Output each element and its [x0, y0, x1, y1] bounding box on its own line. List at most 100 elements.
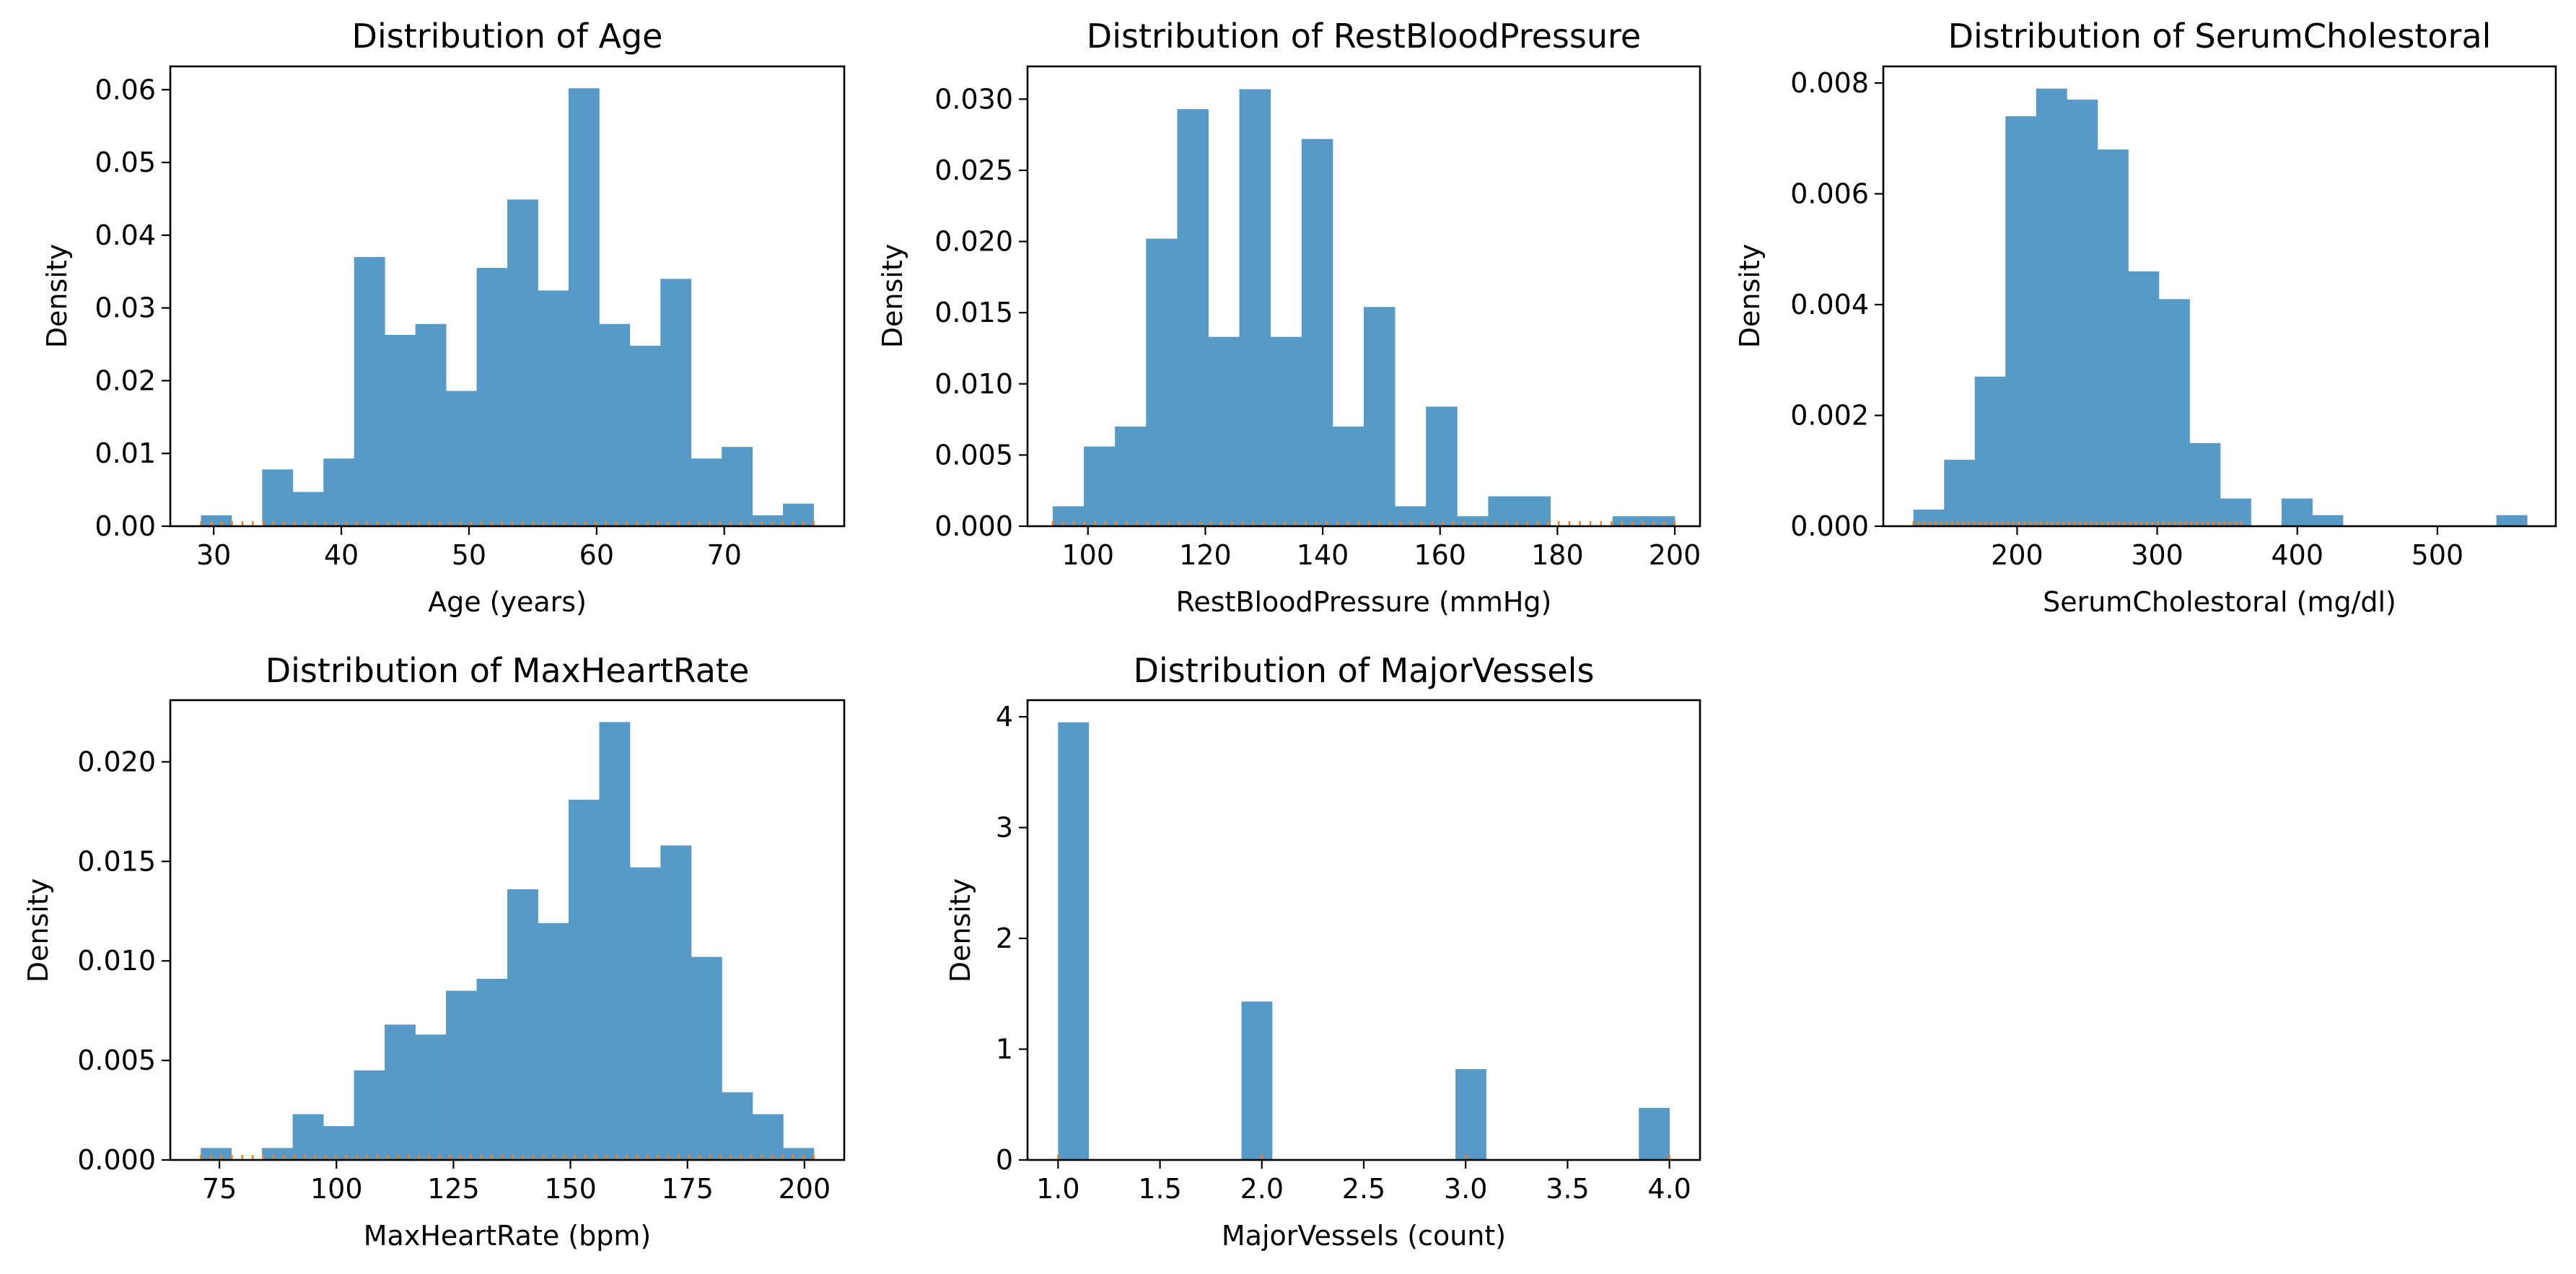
x-tick-label: 120	[1179, 539, 1232, 571]
histogram-bar	[2158, 299, 2190, 526]
x-tick-label: 75	[202, 1173, 237, 1205]
histogram-bar	[292, 1114, 324, 1160]
x-tick-label: 100	[1062, 539, 1115, 571]
histogram-bar	[660, 845, 692, 1160]
histogram-bar	[1364, 307, 1396, 526]
chart-majorvessels: Distribution of MajorVessels MajorVessel…	[945, 651, 1701, 1252]
y-tick-label: 0.05	[95, 147, 156, 178]
y-tick-label: 0.04	[95, 219, 156, 251]
histogram-bar	[1270, 336, 1302, 526]
chart-title: Distribution of RestBloodPressure	[1087, 17, 1641, 56]
histogram-bar	[201, 1148, 232, 1160]
histogram-bar	[568, 799, 600, 1160]
x-axis-label: Age (years)	[428, 586, 587, 618]
x-tick-label: 3.5	[1546, 1173, 1589, 1205]
x-axis-label: MajorVessels (count)	[1222, 1220, 1506, 1252]
histogram-bar	[629, 867, 661, 1160]
histogram-bar	[1455, 1069, 1486, 1160]
histogram-bar	[1332, 426, 1364, 526]
plot-frame	[1882, 65, 2557, 528]
histogram-bar	[1301, 139, 1333, 526]
chart-title: Distribution of Age	[352, 17, 663, 56]
x-tick-label: 200	[1649, 539, 1701, 571]
histogram-bar	[2189, 442, 2221, 526]
histogram-bar	[783, 503, 814, 526]
histogram-bar	[1239, 89, 1271, 527]
histogram-bar	[1974, 376, 2006, 526]
histogram-bar	[476, 268, 508, 526]
y-tick-label: 0.020	[934, 226, 1013, 258]
x-tick-label: 2.0	[1240, 1173, 1284, 1205]
y-axis-label: Density	[41, 244, 73, 348]
x-tick-label: 180	[1531, 539, 1584, 571]
x-tick-label: 1.0	[1036, 1173, 1079, 1205]
histogram-bar	[538, 290, 569, 526]
y-tick-label: 0.002	[1790, 400, 1869, 432]
histogram-bar	[507, 199, 538, 526]
x-tick-label: 4.0	[1647, 1173, 1691, 1205]
x-tick-label: 2.5	[1342, 1173, 1385, 1205]
y-tick-label: 0.020	[77, 746, 156, 777]
y-tick-label: 0.010	[77, 945, 156, 977]
histogram-bar	[323, 458, 355, 526]
histogram-bar	[1612, 516, 1644, 526]
histogram-bar	[1058, 722, 1090, 1160]
y-tick-label: 4	[996, 701, 1013, 733]
y-tick-label: 0.015	[77, 845, 156, 877]
y-tick-label: 0.03	[95, 292, 156, 324]
y-tick-label: 0.005	[934, 439, 1013, 471]
histogram-bar	[722, 447, 753, 526]
plot-frame	[169, 65, 846, 528]
histogram-bar	[1177, 109, 1209, 526]
histogram-bar	[2128, 271, 2160, 526]
chart-serumcholestoral: Distribution of SerumCholestoral SerumCh…	[1734, 17, 2557, 618]
histogram-bar	[2036, 88, 2067, 526]
x-tick-label: 125	[427, 1173, 480, 1205]
chart-maxheartrate: Distribution of MaxHeartRate MaxHeartRat…	[22, 651, 846, 1252]
chart-title: Distribution of SerumCholestoral	[1948, 17, 2492, 56]
plot-frame	[169, 699, 846, 1161]
y-axis-label: Density	[877, 244, 908, 348]
histogram-bar	[2005, 116, 2037, 526]
x-tick-label: 200	[779, 1173, 831, 1205]
histogram-bar	[2312, 515, 2344, 526]
y-tick-label: 0	[996, 1144, 1013, 1176]
y-tick-label: 0.006	[1790, 178, 1869, 210]
y-tick-label: 1	[996, 1034, 1013, 1065]
x-tick-label: 50	[452, 539, 486, 571]
histogram-bar	[201, 515, 232, 526]
histogram-bar	[1115, 426, 1147, 526]
x-tick-label: 100	[310, 1173, 363, 1205]
histogram-bar	[660, 279, 692, 526]
y-tick-label: 0.000	[934, 510, 1013, 542]
x-tick-label: 1.5	[1138, 1173, 1181, 1205]
x-axis-label: SerumCholestoral (mg/dl)	[2043, 586, 2396, 618]
y-tick-label: 0.000	[77, 1144, 156, 1176]
histogram-bar	[752, 1114, 784, 1160]
histogram-bar	[1146, 238, 1178, 526]
histogram-bar	[446, 391, 477, 526]
histogram-bar	[385, 1024, 416, 1160]
histogram-bar	[476, 979, 508, 1160]
histogram-bar	[1519, 496, 1551, 526]
histogram-bar	[783, 1148, 815, 1160]
chart-age: Distribution of Age Age (years) Density …	[41, 17, 846, 618]
histogram-bar	[354, 257, 385, 526]
histogram-bar	[691, 458, 722, 526]
histogram-bar	[1426, 406, 1458, 526]
histogram-bar	[1208, 336, 1240, 526]
x-tick-label: 30	[196, 539, 231, 571]
x-tick-label: 3.0	[1444, 1173, 1487, 1205]
histogram-bar	[507, 889, 538, 1160]
histogram-bar	[722, 1092, 753, 1160]
y-axis-label: Density	[945, 878, 976, 982]
histogram-bar	[354, 1070, 385, 1160]
histogram-bar	[568, 88, 600, 527]
histogram-bar	[1457, 516, 1489, 526]
y-axis-label: Density	[22, 878, 54, 982]
y-tick-label: 0.00	[95, 510, 156, 542]
histogram-bar	[415, 323, 447, 526]
histogram-bar	[385, 334, 416, 526]
plot-frame	[1026, 699, 1701, 1161]
